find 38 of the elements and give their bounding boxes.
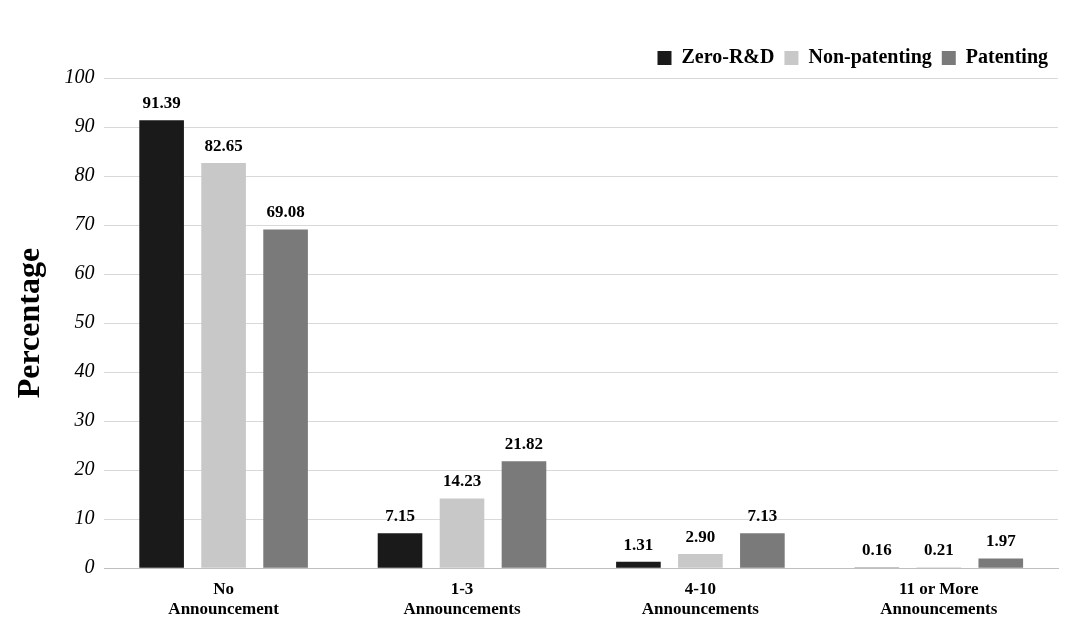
x-tick-label: No Announcement <box>168 578 280 619</box>
y-tick-label: 80 <box>74 163 95 186</box>
y-tick-label: 0 <box>84 555 95 578</box>
legend-label: Non-patenting <box>808 45 932 69</box>
data-label: 0.16 <box>861 540 892 560</box>
bar <box>740 533 785 568</box>
bar <box>501 461 547 568</box>
y-tick-label: 10 <box>74 506 95 529</box>
y-tick-label: 40 <box>74 359 95 382</box>
data-label: 7.13 <box>747 506 778 526</box>
data-label: 69.08 <box>266 202 305 222</box>
y-tick-label: 30 <box>73 408 95 431</box>
x-tick-label: 1-3 Announcements <box>403 578 521 619</box>
y-tick-label: 60 <box>74 261 95 284</box>
data-label: 1.97 <box>985 531 1017 551</box>
data-label: 14.23 <box>442 471 482 491</box>
data-label: 7.15 <box>385 506 415 526</box>
legend-label: Zero-R&D <box>681 45 775 68</box>
data-label: 82.65 <box>204 135 243 155</box>
x-tick-label: 4-10 Announcements <box>641 578 760 619</box>
bar <box>978 558 1024 568</box>
y-tick-label: 20 <box>74 457 95 480</box>
bar <box>263 229 308 568</box>
data-label: 1.31 <box>623 534 654 554</box>
x-tick-label: 11 or More Announcements <box>880 578 998 619</box>
y-tick-label: 90 <box>74 114 95 137</box>
bar <box>616 561 661 568</box>
y-tick-label: 70 <box>74 212 95 235</box>
bar <box>377 533 423 568</box>
data-label: 21.82 <box>504 434 544 454</box>
y-tick-label: 100 <box>64 65 95 88</box>
data-label: 2.90 <box>685 526 716 546</box>
bar <box>139 120 184 568</box>
y-axis-title: Percentage <box>10 247 47 399</box>
y-tick-label: 50 <box>74 310 95 333</box>
data-label: 91.39 <box>142 93 181 113</box>
legend-label: Patenting <box>965 45 1048 69</box>
data-label: 0.21 <box>923 540 954 560</box>
